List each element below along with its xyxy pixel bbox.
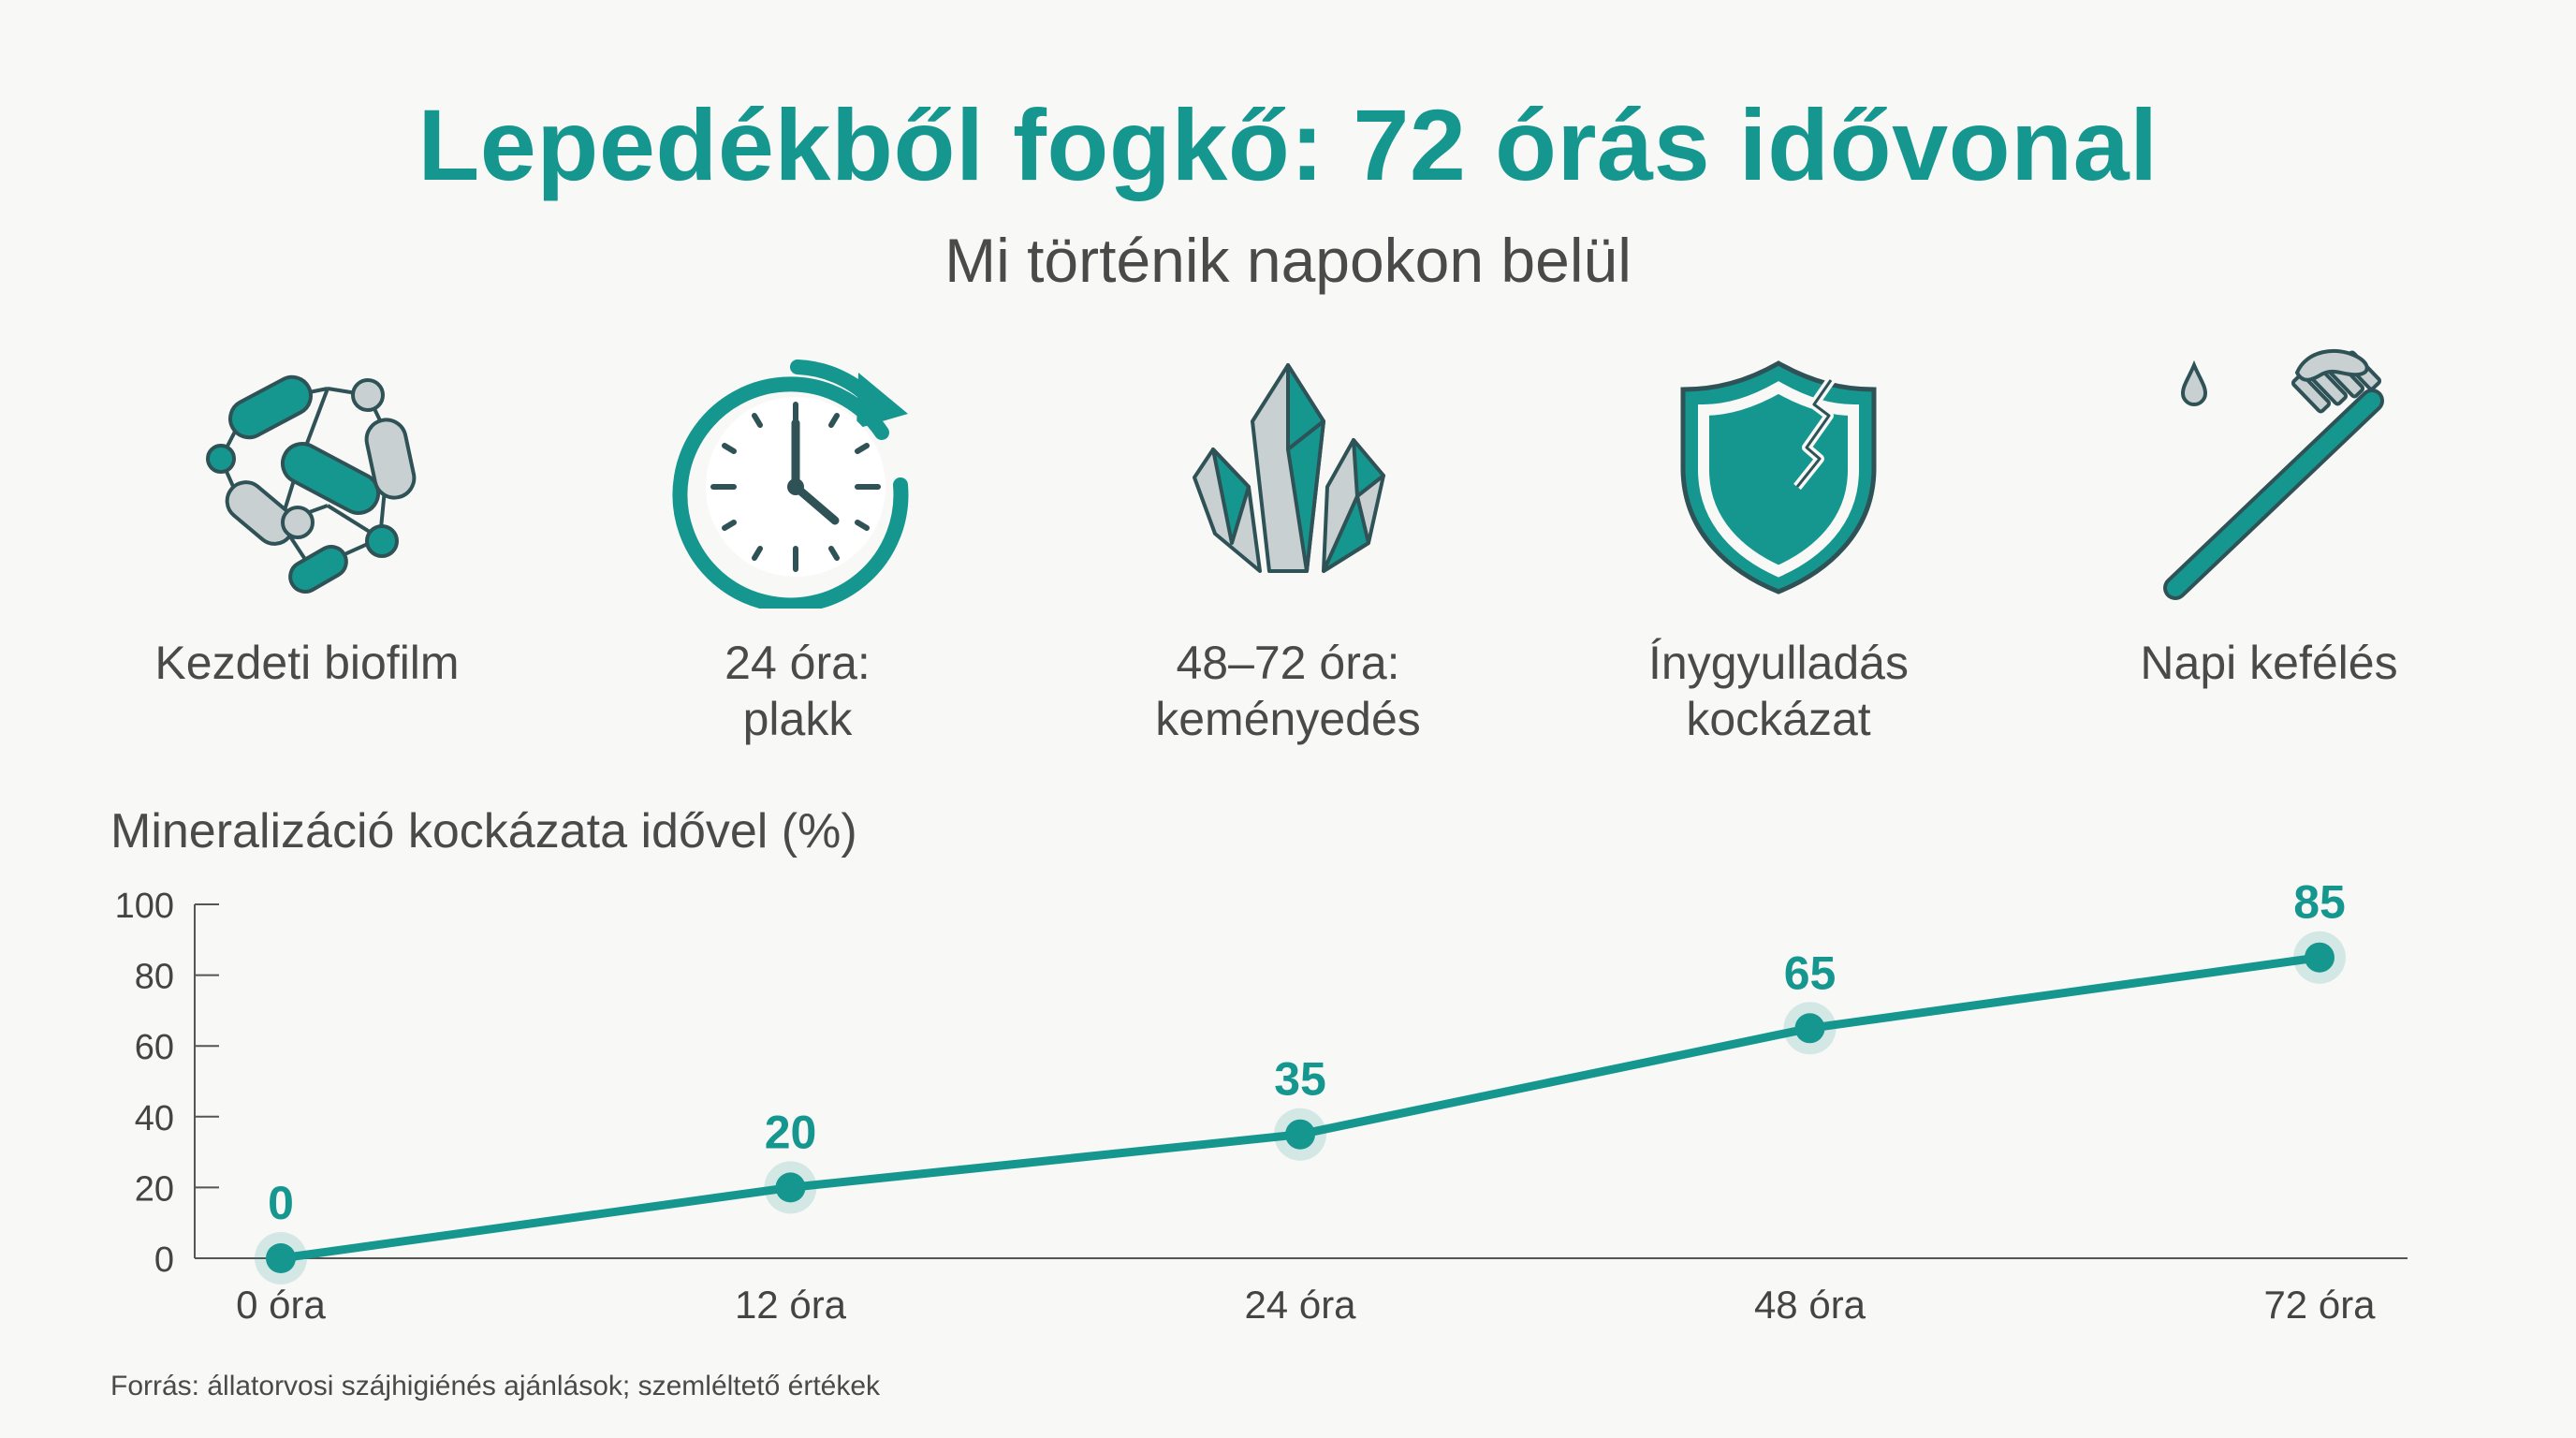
step-label-24h: 24 óra: plakk: [724, 637, 871, 745]
step-label-48-72h: 48–72 óra: keményedés: [1155, 637, 1421, 745]
crystal-icon: [1193, 363, 1385, 573]
x-tick-label: 24 óra: [1244, 1283, 1356, 1327]
data-label: 35: [1274, 1053, 1326, 1106]
toothbrush-icon: [2163, 348, 2384, 600]
step-label-daily-brushing: Napi kefélés: [2140, 637, 2398, 689]
data-point: [266, 1243, 296, 1273]
y-tick-label: 100: [115, 887, 174, 926]
x-tick-label: 0 óra: [236, 1283, 326, 1327]
x-tick-label: 48 óra: [1754, 1283, 1866, 1327]
y-tick-label: 20: [135, 1169, 174, 1209]
data-label: 65: [1784, 946, 1837, 999]
clock-icon: [672, 360, 909, 609]
x-tick-label: 12 óra: [735, 1283, 847, 1327]
line-chart: 0 20 40 60 80 100 0 óra 12 óra 24 óra 48 óra 72 ór…: [0, 861, 2576, 1367]
page-title: Lepedékből fogkő: 72 órás idővonal: [417, 88, 2159, 201]
step-biofilm: Kezdeti biofilm: [64, 346, 550, 691]
y-tick-label: 80: [135, 958, 174, 997]
data-label: 85: [2293, 876, 2346, 929]
step-daily-brushing: Napi kefélés: [2026, 346, 2512, 691]
step-label-biofilm: Kezdeti biofilm: [154, 637, 460, 689]
data-point: [2305, 942, 2334, 973]
step-gum-risk: Ínygyulladás kockázat: [1535, 346, 2022, 747]
chart-title: Mineralizáció kockázata idővel (%): [110, 804, 857, 858]
chart-svg: 0 20 40 60 80 100 0 óra 12 óra 24 óra 48 óra 72 ór…: [115, 876, 2408, 1327]
y-tick-label: 40: [135, 1099, 174, 1138]
y-tick-label: 60: [135, 1028, 174, 1067]
step-label-gum-risk: Ínygyulladás kockázat: [1648, 637, 1909, 745]
source-note: Forrás: állatorvosi szájhigiénés ajánlás…: [110, 1371, 881, 1401]
data-label: 0: [268, 1177, 294, 1229]
data-point: [1794, 1013, 1825, 1044]
step-24h: 24 óra: plakk: [554, 346, 1041, 747]
series-line: [276, 953, 2324, 1263]
data-point: [775, 1172, 806, 1203]
cracked-shield-icon: [1680, 360, 1877, 594]
biofilm-bacteria-icon: [206, 374, 417, 594]
data-point: [1285, 1119, 1315, 1150]
page-subtitle: Mi történik napokon belül: [944, 226, 1632, 295]
y-tick-label: 0: [154, 1240, 174, 1280]
data-label: 20: [765, 1106, 817, 1158]
step-48-72h: 48–72 óra: keményedés: [1045, 346, 1531, 747]
x-tick-label: 72 óra: [2263, 1283, 2376, 1327]
